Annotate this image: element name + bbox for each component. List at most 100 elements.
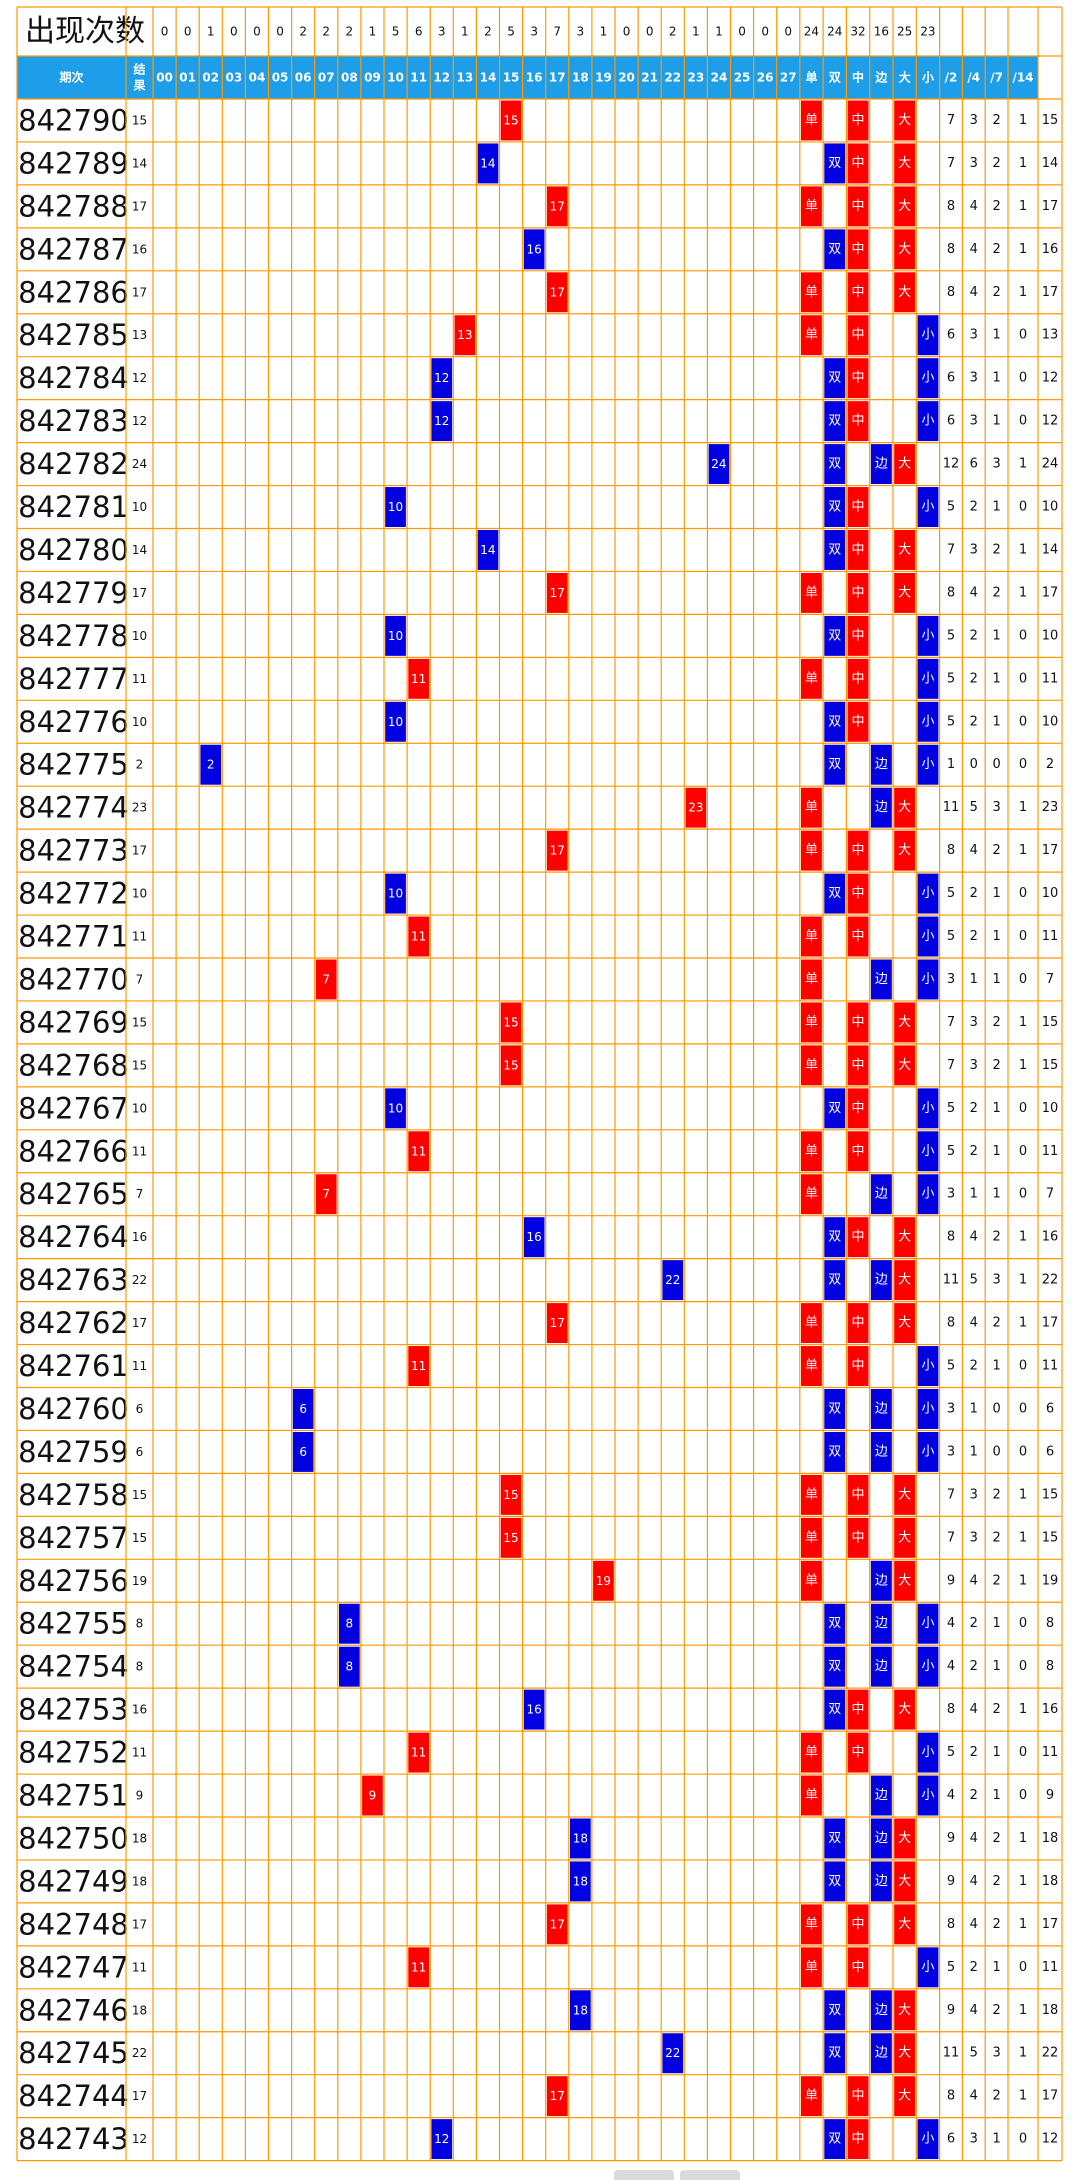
footer-tabs (0, 2166, 1080, 2180)
attr-mark (894, 1689, 916, 1730)
count-cell: 7 (553, 25, 561, 39)
division-cell: 4 (970, 1874, 978, 1889)
attr-mark-label: 双 (828, 1101, 841, 1116)
attr-mark (847, 615, 869, 656)
division-cell: 5 (947, 628, 955, 643)
result-repeat-cell: 17 (1042, 1316, 1059, 1331)
division-cell: 1 (947, 757, 955, 772)
count-cell: 24 (804, 25, 819, 39)
period-cell: 842746 (18, 1993, 129, 2027)
division-cell: 0 (1019, 1444, 1027, 1459)
division-cell: 0 (992, 757, 1000, 772)
division-cell: 2 (970, 628, 978, 643)
attr-mark-label: 单 (805, 671, 818, 686)
division-cell: 1 (992, 414, 1000, 429)
result-repeat-cell: 11 (1042, 929, 1059, 944)
number-mark (523, 1689, 545, 1730)
attr-mark (870, 1260, 892, 1301)
attr-mark-label: 大 (898, 1917, 911, 1932)
footer-tab[interactable] (614, 2170, 674, 2180)
footer-tab[interactable] (680, 2170, 740, 2180)
period-cell: 842756 (18, 1564, 129, 1598)
result-cell: 18 (132, 2003, 147, 2017)
attr-mark-label: 中 (852, 1144, 865, 1159)
result-repeat-cell: 22 (1042, 1273, 1059, 1288)
attr-mark-label: 小 (921, 1144, 934, 1159)
attr-mark-label: 边 (875, 1659, 888, 1674)
division-cell: 5 (947, 1144, 955, 1159)
result-cell: 6 (136, 1402, 144, 1416)
division-cell: 1 (992, 1659, 1000, 1674)
attr-mark-label: 中 (852, 628, 865, 643)
number-mark-label: 17 (550, 586, 565, 600)
division-cell: 5 (947, 714, 955, 729)
count-cell: 3 (530, 25, 538, 39)
attr-mark-label: 中 (852, 1960, 865, 1975)
number-mark (570, 1861, 591, 1902)
division-cell: 4 (970, 2003, 978, 2018)
attr-mark (917, 916, 939, 957)
attr-mark (894, 1045, 916, 1086)
attr-mark-label: 小 (921, 1101, 934, 1116)
division-cell: 1 (992, 2132, 1000, 2147)
attr-mark-label: 小 (921, 328, 934, 343)
division-cell: 2 (992, 1917, 1000, 1932)
division-cell: 9 (947, 2003, 955, 2018)
attr-mark-label: 大 (898, 156, 911, 171)
division-cell: 0 (1019, 1616, 1027, 1631)
attr-mark-label: 双 (828, 156, 841, 171)
division-cell: 4 (947, 1659, 955, 1674)
count-cell: 0 (623, 25, 631, 39)
attr-mark (824, 487, 846, 527)
attr-mark (824, 530, 846, 570)
attr-mark (847, 1217, 869, 1258)
attr-mark-label: 双 (828, 1702, 841, 1717)
division-cell: 1 (992, 886, 1000, 901)
period-cell: 842786 (18, 275, 129, 309)
division-cell: 2 (992, 156, 1000, 171)
result-repeat-cell: 6 (1046, 1401, 1054, 1416)
period-cell: 842778 (18, 619, 129, 653)
division-cell: 2 (992, 199, 1000, 214)
result-repeat-cell: 17 (1042, 2089, 1059, 2104)
division-cell: 2 (970, 1359, 978, 1374)
division-cell: 1 (992, 1616, 1000, 1631)
attr-mark-label: 小 (921, 757, 934, 772)
attr-mark-label: 小 (921, 500, 934, 515)
result-repeat-cell: 7 (1046, 972, 1054, 987)
attr-mark (801, 1732, 822, 1773)
division-cell: 1 (992, 628, 1000, 643)
attr-mark (894, 1217, 916, 1258)
attr-mark (801, 1002, 822, 1043)
division-cell: 1 (992, 714, 1000, 729)
table-header (17, 56, 1038, 99)
period-cell: 842762 (18, 1306, 129, 1340)
number-mark (408, 916, 429, 957)
attr-mark-label: 单 (805, 1487, 818, 1502)
attr-mark (917, 401, 939, 442)
period-cell: 842743 (18, 2122, 129, 2156)
attr-mark (870, 444, 892, 485)
header-label: 14 (480, 71, 497, 85)
attr-mark (894, 100, 916, 141)
attr-mark-label: 中 (852, 671, 865, 686)
attr-mark (824, 229, 846, 270)
count-cell: 23 (920, 25, 935, 39)
division-cell: 0 (1019, 2132, 1027, 2147)
attr-mark-label: 小 (921, 628, 934, 643)
division-cell: 3 (970, 156, 978, 171)
result-repeat-cell: 15 (1042, 1530, 1059, 1545)
division-cell: 0 (1019, 371, 1027, 386)
attr-mark-label: 边 (875, 2003, 888, 2018)
number-mark (708, 444, 730, 485)
attr-mark-label: 双 (828, 371, 841, 386)
attr-mark (847, 1689, 869, 1730)
division-cell: 3 (947, 1444, 955, 1459)
attr-mark-label: 双 (828, 1659, 841, 1674)
result-cell: 15 (132, 1058, 147, 1072)
number-mark-label: 10 (388, 1101, 403, 1115)
number-mark (385, 701, 406, 742)
division-cell: 7 (947, 1058, 955, 1073)
attr-mark-label: 单 (805, 1745, 818, 1760)
attr-mark-label: 双 (828, 2132, 841, 2147)
